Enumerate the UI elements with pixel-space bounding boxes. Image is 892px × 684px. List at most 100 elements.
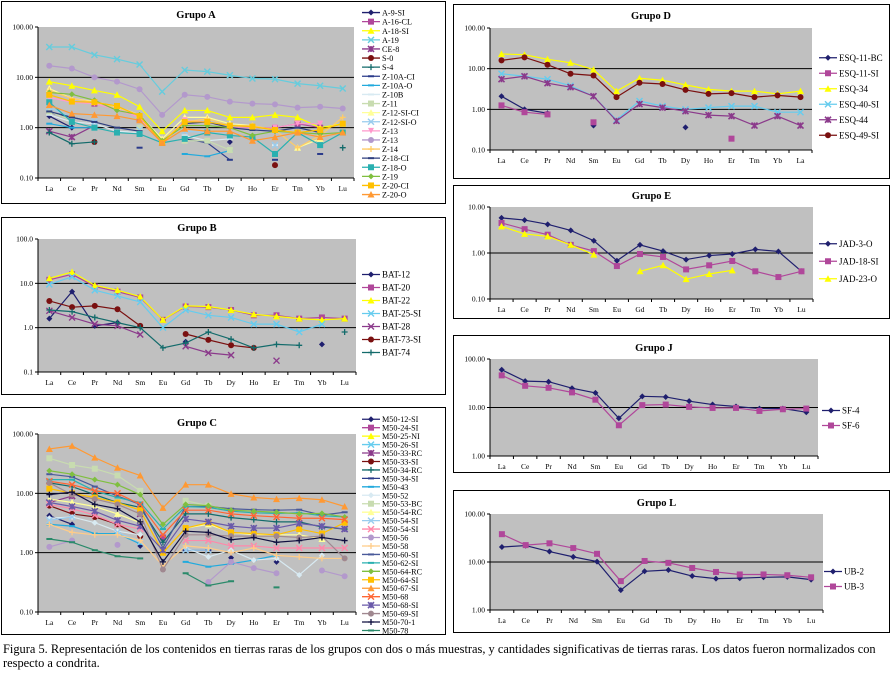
- data-point: [137, 491, 144, 498]
- data-point: [46, 129, 53, 136]
- legend-item: S-4: [362, 63, 393, 72]
- legend-marker: [367, 525, 375, 533]
- data-point: [159, 528, 166, 531]
- x-tick-label: Nd: [569, 616, 578, 625]
- x-tick-label: Sm: [590, 462, 600, 471]
- data-point: [182, 572, 189, 575]
- data-point: [113, 112, 121, 120]
- data-point: [570, 545, 577, 552]
- data-point: [68, 442, 76, 449]
- series-m50-24-si: [159, 534, 166, 541]
- legend-label: S-4: [382, 63, 393, 72]
- data-point: [114, 286, 121, 294]
- data-point: [706, 252, 713, 259]
- data-point: [114, 501, 121, 508]
- data-point: [46, 122, 53, 125]
- data-point: [803, 405, 810, 412]
- x-tick-label: Tb: [204, 618, 213, 627]
- x-tick-label: Ho: [249, 378, 258, 387]
- data-point: [45, 101, 53, 109]
- data-point: [228, 558, 235, 565]
- legend-item: JAD-23-O: [819, 274, 877, 284]
- legend-item: Z-10B: [362, 90, 404, 99]
- data-point: [227, 351, 235, 359]
- plot-area: [38, 434, 356, 612]
- legend-marker: [368, 576, 374, 583]
- data-point: [68, 140, 75, 147]
- data-point: [567, 59, 574, 66]
- series-line: [501, 73, 801, 121]
- data-point: [203, 127, 211, 135]
- data-point: [91, 320, 99, 328]
- data-point: [46, 455, 53, 462]
- data-point: [45, 280, 53, 288]
- data-point: [567, 70, 574, 77]
- data-point: [294, 80, 302, 88]
- data-point: [546, 548, 553, 555]
- series-line: [49, 115, 73, 129]
- data-point: [158, 127, 166, 135]
- legend-item: Z-12-SI-O: [362, 118, 417, 127]
- data-point: [137, 507, 144, 514]
- data-point: [339, 144, 346, 151]
- data-point: [182, 560, 189, 563]
- data-point: [318, 510, 325, 517]
- x-tick-label: Lu: [802, 462, 811, 471]
- x-tick-label: Nd: [566, 156, 575, 165]
- data-point: [498, 372, 505, 379]
- series-bat-25-si: [45, 273, 326, 336]
- data-point: [91, 507, 99, 515]
- x-tick-label: Nd: [567, 462, 576, 471]
- data-point: [91, 496, 98, 503]
- legend-item: JAD-3-O: [819, 239, 873, 249]
- chart-panel-grupo-e: Grupo E 0.10 1.00 10.00 La Ce Pr Nd Sm Eu Gd Tb Dy Ho…: [453, 185, 890, 319]
- data-point: [341, 573, 348, 580]
- x-tick-label: Eu: [617, 616, 626, 625]
- data-point: [68, 268, 76, 276]
- data-point: [498, 57, 505, 64]
- data-point: [90, 86, 98, 94]
- x-tick-label: Gd: [638, 462, 647, 471]
- data-point: [249, 123, 256, 130]
- series-line: [321, 569, 345, 577]
- data-point: [341, 537, 348, 544]
- x-tick-label: Eu: [158, 184, 167, 193]
- y-tick-label: 0.10: [20, 608, 33, 617]
- data-point: [683, 256, 690, 263]
- data-point: [590, 119, 597, 126]
- x-tick-label: Sm: [135, 618, 145, 627]
- y-tick-label: 0.10: [20, 174, 33, 183]
- legend-marker: [825, 240, 831, 247]
- data-point: [205, 565, 212, 568]
- legend-item: M50-33-RC: [362, 449, 423, 458]
- legend-label: ESQ-40-SI: [839, 99, 879, 109]
- legend-item: A-18-SI: [362, 27, 409, 36]
- legend-item: M50-69-SI: [362, 610, 419, 619]
- x-tick-label: Dy: [681, 156, 690, 165]
- series-line: [49, 479, 345, 530]
- series-line: [49, 480, 345, 536]
- legend-marker: [367, 508, 375, 516]
- data-point: [91, 487, 99, 495]
- data-point: [46, 297, 53, 304]
- x-tick-label: Ho: [705, 305, 714, 314]
- data-point: [296, 534, 303, 541]
- data-point: [273, 555, 280, 562]
- data-point: [318, 320, 326, 328]
- x-tick-label: Ho: [249, 618, 258, 627]
- data-point: [590, 248, 597, 255]
- data-point: [617, 578, 624, 585]
- y-tick-label: 100.0: [16, 235, 33, 244]
- series-line: [49, 81, 343, 133]
- legend-item: M50-26-SI: [362, 441, 419, 450]
- data-point: [756, 407, 763, 414]
- y-tick-label: 1.00: [472, 452, 485, 461]
- data-point: [296, 510, 303, 517]
- data-point: [68, 65, 75, 72]
- data-point: [159, 504, 167, 511]
- data-point: [295, 328, 303, 336]
- data-point: [158, 88, 166, 96]
- series-ub-3: [498, 531, 815, 585]
- data-point: [69, 478, 76, 481]
- data-point: [114, 472, 121, 479]
